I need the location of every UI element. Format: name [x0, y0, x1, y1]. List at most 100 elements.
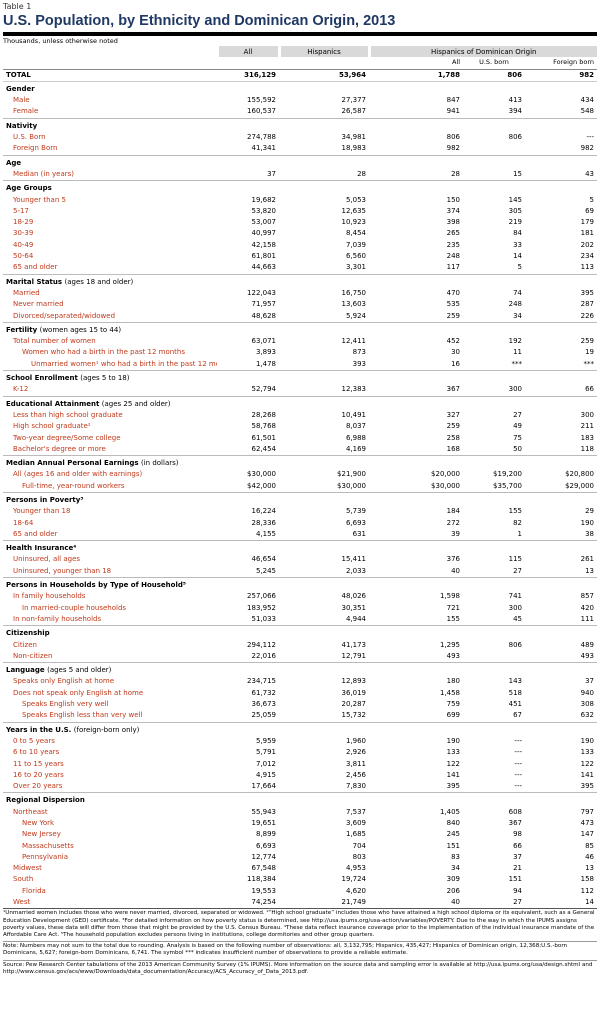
value-cell: 1,478 [255, 359, 276, 368]
value-cell: 133 [580, 748, 595, 757]
value-cell: 305 [508, 206, 522, 215]
section-title: Fertility (women ages 15 to 44) [3, 321, 598, 337]
value-cell: 7,537 [345, 807, 366, 816]
value-cell: 5,791 [255, 748, 276, 757]
data-row: 5-17 53,820 12,635 374 305 69 [3, 206, 597, 217]
data-row: Does not speak only English at home 61,73… [3, 688, 597, 699]
value-cell: $21,900 [337, 470, 366, 479]
value-cell: 36,673 [251, 700, 277, 709]
data-row: Married 122,043 16,750 470 74 395 [3, 288, 597, 299]
value-cell: 67 [513, 711, 522, 720]
data-row: Never married 71,957 13,603 535 248 287 [3, 299, 597, 310]
value-cell: $30,000 [431, 481, 460, 490]
value-cell: 192 [508, 337, 522, 346]
value-cell: 234 [580, 252, 595, 261]
section-row: Gender [3, 80, 598, 96]
value-cell: 226 [580, 311, 595, 320]
data-row: Two-year degree/Some college 61,501 6,988 2… [3, 433, 597, 444]
section-name: Educational Attainment [6, 399, 100, 408]
value-cell: 17,664 [251, 782, 277, 791]
section-name: Persons in Households by Type of Househo… [6, 581, 186, 590]
value-cell: 74 [513, 288, 522, 297]
value-cell: 8,454 [345, 229, 366, 238]
value-cell [463, 143, 525, 155]
value-cell: 1,458 [439, 688, 460, 697]
value-cell: 5 [589, 195, 595, 204]
section-row: Educational Attainment (ages 25 and olde… [3, 395, 598, 410]
row-label: 11 to 15 years [13, 759, 64, 768]
value-cell: 548 [580, 107, 595, 116]
data-row: Speaks English less than very well 25,059… [3, 710, 597, 722]
value-cell: 847 [446, 96, 460, 105]
value-cell: 258 [446, 433, 460, 442]
value-cell: 265 [446, 229, 460, 238]
row-label: TOTAL [3, 68, 217, 82]
value-cell: 367 [508, 819, 522, 827]
value-cell: 3,893 [255, 348, 276, 357]
section-name: School Enrollment [6, 374, 78, 383]
value-cell: 4,944 [345, 614, 366, 623]
data-row: 50-64 61,801 6,560 248 14 234 [3, 251, 597, 262]
row-label: 16 to 20 years [13, 770, 64, 779]
value-cell: 248 [508, 300, 522, 309]
data-row: South 118,384 19,724 309 151 158 [3, 874, 597, 885]
section-title: School Enrollment (ages 5 to 18) [3, 370, 598, 385]
value-cell: 30,351 [341, 603, 367, 612]
value-cell: 316,129 [217, 68, 279, 82]
value-cell: 16,224 [251, 507, 277, 516]
section-name: Age [6, 158, 22, 167]
value-cell: 27 [513, 410, 522, 419]
group-header: Hispanics of Dominican Origin [367, 46, 598, 58]
value-cell: 122,043 [247, 288, 276, 297]
value-cell: 806 [508, 133, 522, 142]
value-cell: 259 [580, 337, 595, 346]
value-cell: 28,268 [251, 410, 277, 419]
value-cell: 451 [508, 700, 522, 709]
row-label: Total number of women [13, 337, 96, 346]
value-cell: 518 [508, 688, 522, 697]
value-cell: 49 [513, 422, 522, 431]
value-cell: 395 [580, 782, 595, 791]
col-header: All [451, 58, 460, 67]
section-name: Nativity [6, 121, 38, 130]
value-cell: 19,651 [251, 819, 277, 827]
section-row: Median Annual Personal Earnings (in doll… [3, 455, 598, 470]
data-row: Younger than 18 16,224 5,739 184 155 29 [3, 506, 597, 517]
section-row: Age Groups [3, 180, 598, 195]
value-cell [463, 651, 525, 663]
row-label: Younger than 5 [13, 195, 66, 204]
row-label: 18-64 [13, 518, 34, 527]
row-label: In non-family households [13, 614, 102, 623]
value-cell: --- [514, 736, 522, 745]
value-cell: 11 [513, 348, 522, 357]
col-header: U.S. born [479, 58, 509, 67]
value-cell: 115 [508, 555, 522, 564]
value-cell: 235 [446, 240, 460, 249]
data-row: Unmarried women¹ who had a birth in the … [3, 359, 597, 371]
value-cell: 183,952 [247, 603, 276, 612]
data-row: Uninsured, all ages 46,654 15,411 376 115 261 [3, 554, 597, 565]
value-cell: 12,893 [341, 677, 367, 686]
value-cell: 4,953 [345, 864, 366, 873]
data-row: Non-citizen 22,016 12,791 493 493 [3, 651, 597, 663]
row-label: Citizen [13, 640, 37, 649]
section-name: Median Annual Personal Earnings [6, 459, 139, 468]
value-cell: 118,384 [247, 875, 276, 884]
value-cell: 393 [352, 359, 366, 368]
value-cell: 721 [446, 603, 460, 612]
value-cell: 34,981 [341, 133, 367, 142]
value-cell: 211 [580, 422, 595, 431]
value-cell: 857 [580, 592, 595, 601]
value-cell: 16 [451, 359, 460, 368]
value-cell: 18,983 [341, 144, 367, 153]
value-cell: 190 [580, 736, 595, 745]
footnote: ¹Unmarried women includes those who were… [3, 910, 595, 938]
section-title: Years in the U.S. (foreign-born only) [3, 721, 598, 736]
data-row: Median (in years) 37 28 28 15 43 [3, 169, 597, 181]
value-cell: 4,169 [345, 444, 366, 453]
value-cell: 45 [513, 614, 522, 623]
section-title: Persons in Poverty³ [3, 491, 598, 507]
section-name: Years in the U.S. [6, 725, 72, 734]
footnote: Note: Numbers may not sum to the total d… [3, 941, 597, 957]
total-row: TOTAL 316,129 53,964 1,788 806 982 [3, 68, 598, 82]
